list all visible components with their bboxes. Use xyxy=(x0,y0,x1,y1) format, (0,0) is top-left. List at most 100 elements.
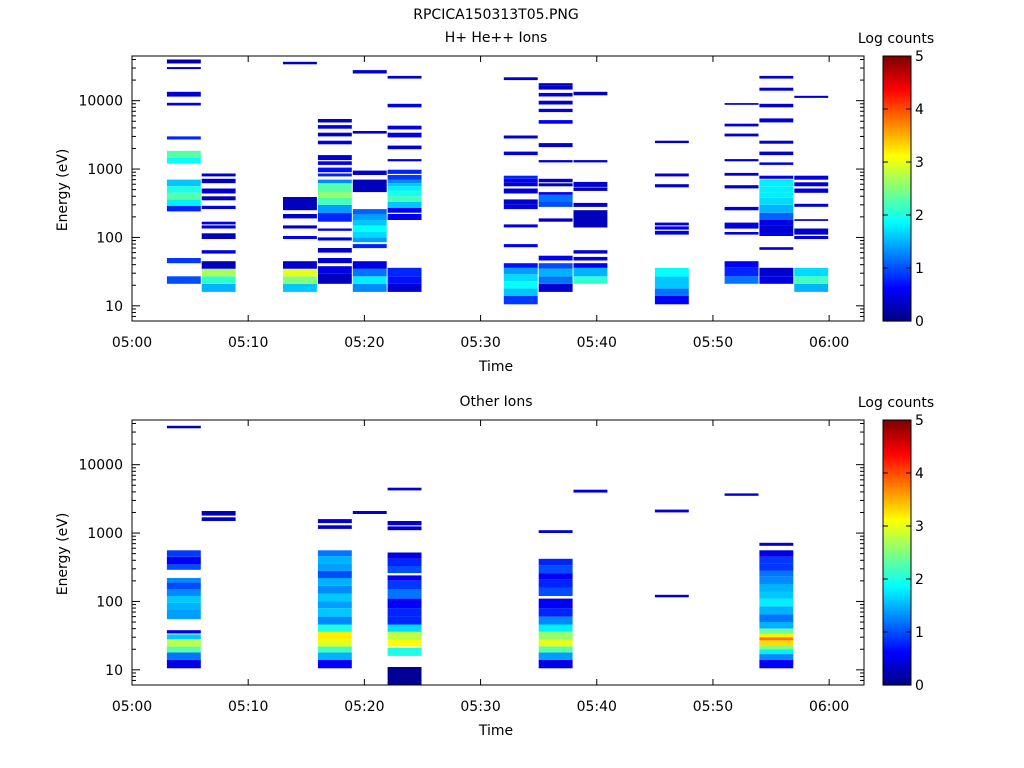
colorbar-segment xyxy=(883,521,911,525)
colorbar-tick-label: 1 xyxy=(915,625,924,641)
colorbar-segment xyxy=(883,488,911,492)
heatmap-cell xyxy=(724,493,759,496)
colorbar-segment xyxy=(883,186,911,190)
heatmap-cell xyxy=(201,173,236,177)
colorbar-segment xyxy=(883,651,911,655)
heatmap-cell xyxy=(538,530,573,533)
colorbar-segment xyxy=(883,682,911,686)
colorbar-segment xyxy=(883,117,911,121)
heatmap-cell xyxy=(794,219,829,221)
colorbar-segment xyxy=(883,197,911,201)
colorbar-segment xyxy=(883,100,911,103)
x-tick-label: 06:00 xyxy=(809,699,849,715)
colorbar-label: Log counts xyxy=(858,395,934,411)
colorbar-segment xyxy=(883,453,911,456)
heatmap-cell xyxy=(317,167,352,173)
heatmap-cell xyxy=(538,283,573,292)
heatmap-cell xyxy=(387,214,422,220)
colorbar-segment xyxy=(883,548,911,551)
heatmap-cell xyxy=(538,268,573,277)
heatmap-cell xyxy=(166,102,201,106)
heatmap-cell xyxy=(317,556,352,564)
heatmap-cell xyxy=(654,184,689,188)
colorbar-segment xyxy=(883,73,911,77)
colorbar-segment xyxy=(883,62,911,66)
colorbar-segment xyxy=(883,543,911,547)
heatmap-cell xyxy=(387,624,422,632)
heatmap-cell xyxy=(317,192,352,198)
heatmap-cell xyxy=(352,283,387,292)
heatmap-cell xyxy=(538,83,573,86)
y-ticks: 10 100 1000 10000 xyxy=(78,422,864,686)
colorbar-segment xyxy=(883,607,911,611)
heatmap-cell xyxy=(201,268,236,277)
y-tick-label: 10000 xyxy=(78,458,123,474)
heatmap-cell xyxy=(538,579,573,588)
heatmap-cell xyxy=(166,582,201,590)
heatmap-cell xyxy=(503,199,538,205)
heatmap-cell xyxy=(387,276,422,284)
heatmap-cell xyxy=(201,250,236,254)
colorbar-segment xyxy=(883,124,911,128)
colorbar-segment xyxy=(883,248,911,251)
colorbar-segment xyxy=(883,226,911,229)
heatmap-cell xyxy=(166,589,201,596)
heatmap-cell xyxy=(538,659,573,669)
heatmap-cell xyxy=(166,192,201,200)
heatmap-cell xyxy=(283,268,317,277)
heatmap-cell xyxy=(317,593,352,602)
heatmap-cell xyxy=(573,91,608,96)
colorbar-segment xyxy=(883,133,911,137)
heatmap-cell xyxy=(166,150,201,158)
heatmap-cell xyxy=(387,631,422,640)
heatmap-cell xyxy=(387,186,422,191)
heatmap-cell xyxy=(538,558,573,566)
heatmap-cell xyxy=(724,276,759,284)
heatmap-cell xyxy=(724,267,759,277)
heatmap-cell xyxy=(387,190,422,197)
heatmap-cell xyxy=(654,288,689,296)
colorbar-segment xyxy=(883,459,911,463)
heatmap-cell xyxy=(166,639,201,647)
heatmap-cell xyxy=(387,566,422,574)
colorbar-segment xyxy=(883,640,911,644)
heatmap-cell xyxy=(317,273,352,284)
heatmap-cell xyxy=(794,236,829,239)
heatmap-cell xyxy=(317,228,352,231)
heatmap-cell xyxy=(794,228,829,235)
heatmap-cell xyxy=(538,616,573,625)
heatmap-cell xyxy=(166,186,201,193)
heatmap-cell xyxy=(166,179,201,187)
heatmap-cell xyxy=(387,145,422,150)
y-axis-label: Energy (eV) xyxy=(55,149,71,232)
heatmap-cell xyxy=(724,159,759,162)
colorbar-segment xyxy=(883,508,911,512)
heatmap-cell xyxy=(387,667,422,685)
colorbar-tick-label: 2 xyxy=(915,572,924,588)
heatmap-cell xyxy=(387,267,422,277)
heatmap-cell xyxy=(538,120,573,124)
heatmap-cell xyxy=(166,634,201,640)
x-tick-label: 05:30 xyxy=(460,335,500,351)
x-tick-label: 06:00 xyxy=(809,335,849,351)
colorbar-tick-label: 0 xyxy=(915,314,924,330)
colorbar-segment xyxy=(883,259,911,262)
colorbar-segment xyxy=(883,190,911,194)
colorbar-segment xyxy=(883,137,911,141)
colorbar-segment xyxy=(883,104,911,108)
colorbar-segment xyxy=(883,153,911,156)
heatmap-cell xyxy=(166,630,201,634)
colorbar-segment xyxy=(883,111,911,115)
colorbar-segment xyxy=(883,181,911,185)
colorbar-segment xyxy=(883,75,911,79)
heatmap-cell xyxy=(317,646,352,653)
colorbar-segment xyxy=(883,80,911,84)
colorbar-segment xyxy=(883,89,911,92)
heatmap-cell xyxy=(654,173,689,177)
heatmap-cell xyxy=(573,263,608,268)
colorbar-segment xyxy=(883,56,911,59)
heatmap-cell xyxy=(387,103,422,108)
heatmap-cell xyxy=(201,261,236,269)
y-ticks: 10 100 1000 10000 xyxy=(78,58,864,322)
colorbar-tick-label: 2 xyxy=(915,208,924,224)
